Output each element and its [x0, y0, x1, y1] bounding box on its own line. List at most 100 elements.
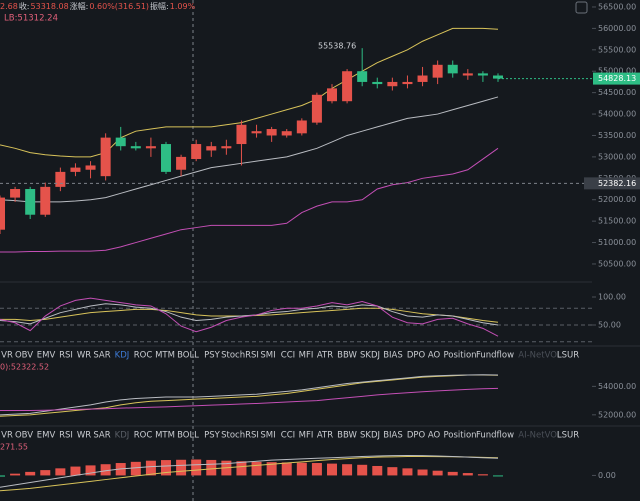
candle-body: [191, 144, 202, 160]
histogram-bar: [130, 461, 141, 476]
indicator-tab[interactable]: VR: [1, 431, 13, 441]
indicator-tab[interactable]: MTM: [155, 431, 175, 441]
candle-body: [206, 146, 217, 151]
indicator-tab[interactable]: ROC: [134, 351, 153, 361]
screenshot-icon[interactable]: [575, 1, 588, 14]
indicator-tab[interactable]: BBW: [337, 431, 357, 441]
histogram-bar: [236, 461, 247, 476]
indicator-tab[interactable]: AO: [428, 431, 441, 441]
indicator-tab[interactable]: RSI: [59, 431, 73, 441]
histogram-bar: [311, 463, 322, 476]
indicator-tab[interactable]: DPO: [407, 351, 426, 361]
last-price-label: 54828.13: [598, 74, 636, 83]
histogram-bar: [447, 471, 458, 476]
indicator-tab[interactable]: LSUR: [557, 351, 579, 361]
candle-body: [55, 171, 66, 187]
indicator-tab[interactable]: MFI: [299, 431, 314, 441]
indicator-tab[interactable]: Position: [443, 431, 476, 441]
indicator-tab[interactable]: BBW: [337, 351, 357, 361]
header-item: 振幅:: [150, 1, 169, 11]
indicator-line: [0, 96, 499, 203]
candle-body: [40, 186, 51, 215]
indicator-tab[interactable]: SMI: [260, 351, 275, 361]
indicator-tab[interactable]: ATR: [317, 351, 333, 361]
candle-body: [10, 189, 21, 198]
indicator-tab[interactable]: PSY: [204, 351, 221, 361]
indicator-line: [0, 303, 499, 326]
indicator-tab[interactable]: MTM: [155, 351, 175, 361]
histogram-bar: [327, 463, 337, 476]
indicator-tab[interactable]: CCI: [281, 351, 295, 361]
candle-body: [342, 71, 353, 102]
candle-body: [387, 81, 398, 87]
indicator-tab[interactable]: AI-NetVOL: [518, 431, 562, 441]
indicator-tab[interactable]: MFI: [299, 351, 314, 361]
indicator-tab[interactable]: PSY: [204, 431, 221, 441]
indicator-tab[interactable]: BIAS: [383, 351, 403, 361]
indicator-tab[interactable]: CCI: [281, 431, 295, 441]
panel-label: 0):52322.52: [0, 363, 49, 372]
candle-body: [85, 165, 96, 170]
indicator-tab[interactable]: StochRSI: [221, 351, 259, 361]
histogram-bar: [357, 464, 368, 476]
indicator-line: [0, 374, 499, 417]
indicator-tab[interactable]: WR: [77, 431, 91, 441]
indicator-tab[interactable]: ATR: [317, 431, 333, 441]
indicator-tab[interactable]: ROC: [134, 431, 153, 441]
indicator-tab[interactable]: SKDJ: [360, 351, 380, 361]
indicator-tab[interactable]: SAR: [93, 351, 110, 361]
indicator-tab[interactable]: KDJ: [115, 431, 130, 441]
candle-body: [402, 81, 413, 85]
indicator-tab[interactable]: LSUR: [557, 431, 579, 441]
indicator-tab[interactable]: SKDJ: [360, 431, 380, 441]
indicator-tab[interactable]: DPO: [407, 431, 426, 441]
indicator-tab[interactable]: Fundflow: [476, 431, 514, 441]
y-tick-label: 51500.00: [598, 217, 636, 226]
lb-label: LB:51312.24: [4, 14, 58, 24]
candle-body: [161, 144, 171, 172]
candle-body: [462, 73, 473, 76]
indicator-tab[interactable]: EMV: [37, 431, 56, 441]
candle-body: [357, 71, 368, 82]
high-label: 55538.76: [318, 42, 356, 51]
y-tick-label: 54000.00: [598, 382, 636, 391]
last-price-tag: [593, 72, 640, 85]
y-tick-label: 56500.00: [598, 2, 636, 11]
indicator-tab[interactable]: EMV: [37, 351, 56, 361]
indicator-tab[interactable]: RSI: [59, 351, 73, 361]
indicator-tab[interactable]: VR: [1, 351, 13, 361]
histogram-bar: [40, 470, 51, 476]
indicator-tab[interactable]: Position: [443, 351, 476, 361]
crosshair-tag: [584, 177, 640, 190]
header-item: 1.09%: [170, 2, 196, 11]
indicator-tab[interactable]: AO: [428, 351, 441, 361]
indicator-tab[interactable]: BIAS: [383, 431, 403, 441]
candle-body: [0, 197, 5, 230]
candle-body: [176, 156, 187, 170]
y-tick-label: 50500.00: [598, 259, 636, 268]
histogram-bar: [296, 462, 307, 476]
histogram-bar: [266, 462, 277, 476]
histogram-bar: [387, 467, 398, 476]
y-tick-label: 52000.00: [598, 410, 636, 419]
histogram-bar: [85, 465, 96, 476]
indicator-tab[interactable]: OBV: [15, 431, 33, 441]
indicator-tab[interactable]: BOLL: [177, 351, 199, 361]
candle-body: [296, 120, 307, 134]
indicator-tab[interactable]: WR: [77, 351, 91, 361]
indicator-tab[interactable]: Fundflow: [476, 351, 514, 361]
indicator-line: [0, 27, 499, 158]
histogram-bar: [462, 473, 473, 476]
indicator-tab[interactable]: KDJ: [115, 351, 130, 361]
indicator-tab[interactable]: BOLL: [177, 431, 199, 441]
indicator-tab[interactable]: StochRSI: [221, 431, 259, 441]
indicator-tab[interactable]: SAR: [93, 431, 110, 441]
indicator-tab[interactable]: AI-NetVOL: [518, 351, 562, 361]
header-info: 2.68收:53318.08涨幅:0.60%(316.51)振幅:1.09%: [0, 1, 196, 11]
indicator-tab[interactable]: SMI: [260, 431, 275, 441]
indicator-tab[interactable]: OBV: [15, 351, 33, 361]
histogram-bar: [402, 468, 413, 476]
histogram-bar: [417, 469, 428, 476]
header-item: 53318.08: [31, 2, 69, 11]
